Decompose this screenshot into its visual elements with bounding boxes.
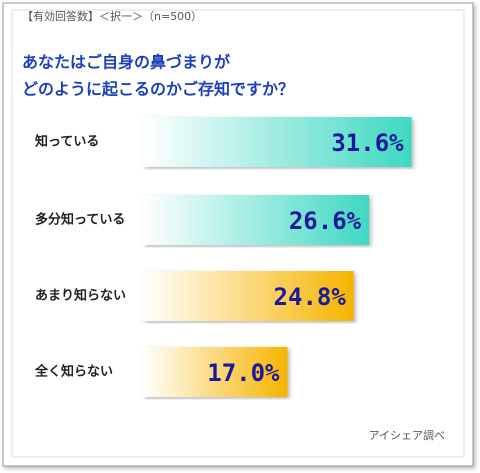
bar xyxy=(143,117,412,167)
value-label: 31.6% xyxy=(331,129,404,157)
source: アイシェア調べ xyxy=(369,428,445,442)
value-label: 26.6% xyxy=(289,207,362,235)
category-label: あまり知らない xyxy=(35,288,126,304)
bar xyxy=(143,271,354,321)
bar xyxy=(143,347,288,397)
value-label: 17.0% xyxy=(207,359,280,387)
title: どのように起こるのかご存知ですか？ xyxy=(22,80,294,99)
category-label: 全く知らない xyxy=(34,364,113,380)
title: あなたはご自身の鼻づまりが xyxy=(22,53,230,72)
category-label: 知っている xyxy=(35,134,99,150)
value-label: 24.8% xyxy=(274,283,347,311)
bar xyxy=(143,195,370,245)
header: 【有効回答数】＜択一＞（n=500） xyxy=(22,9,202,23)
category-label: 多分知っている xyxy=(35,212,125,228)
